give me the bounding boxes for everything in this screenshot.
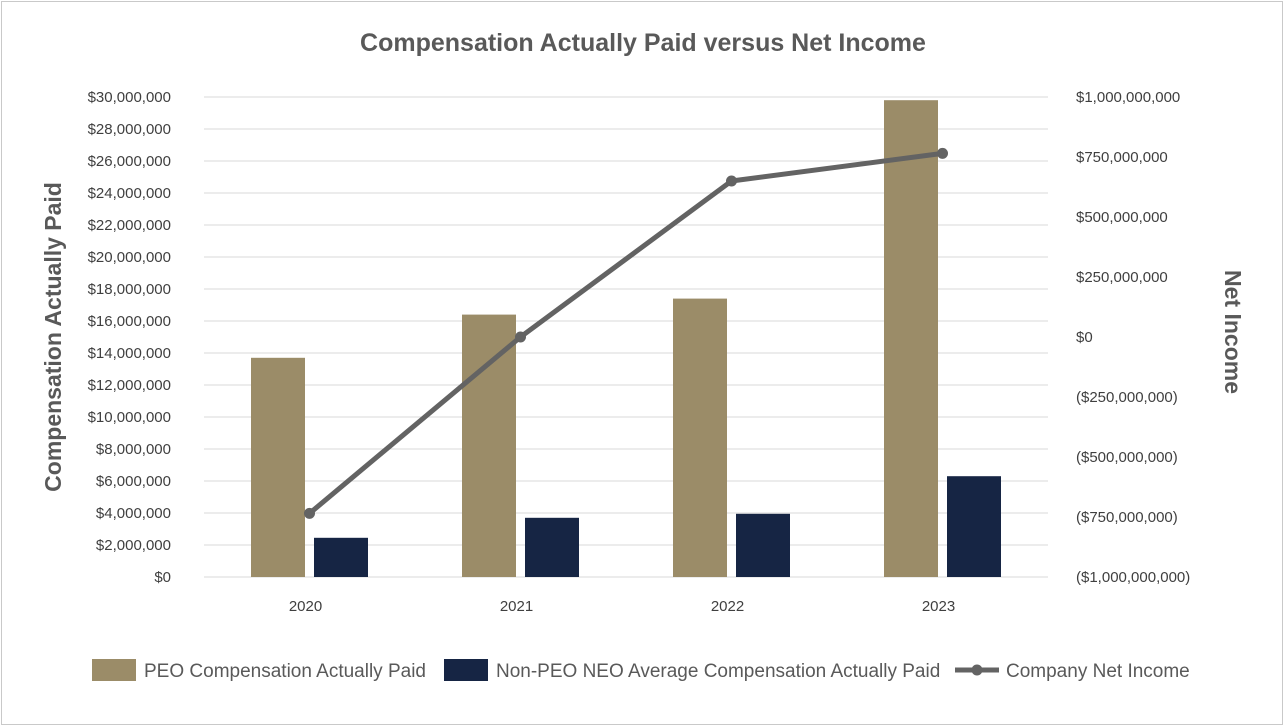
y2-tick-label: $750,000,000 [1076,149,1168,166]
bar-2023-series-2 [947,476,1001,577]
y-tick-label: $2,000,000 [96,537,171,554]
y-tick-label: $0 [154,569,171,586]
y2-tick-label: $250,000,000 [1076,269,1168,286]
x-tick-label: 2022 [711,598,744,615]
bar-2020-series-2 [314,537,368,577]
y-tick-label: $6,000,000 [96,473,171,490]
net-income-line [304,147,948,519]
y2-tick-label: ($250,000,000) [1076,389,1178,406]
bar-2021-series-1 [462,314,516,577]
x-tick-label: 2020 [289,598,322,615]
net-income-point-2022 [726,175,737,187]
y2-tick-label: ($1,000,000,000) [1076,569,1190,586]
legend-swatch-2 [444,659,488,681]
y2-tick-label: $0 [1076,329,1093,346]
y-tick-label: $18,000,000 [88,281,171,298]
y-tick-label: $10,000,000 [88,409,171,426]
bar-2022-series-2 [736,513,790,577]
y-tick-label: $12,000,000 [88,377,171,394]
x-tick-label: 2023 [922,598,955,615]
right-axis-ticks: ($1,000,000,000) ($750,000,000) ($500,000,… [1076,89,1190,586]
net-income-point-2021 [515,331,526,343]
y2-tick-label: $1,000,000,000 [1076,89,1180,106]
chart-title: Compensation Actually Paid versus Net In… [360,29,926,57]
y-tick-label: $28,000,000 [88,121,171,138]
y-tick-label: $26,000,000 [88,153,171,170]
bar-2020-series-1 [251,357,305,577]
right-axis-title: Net Income [1220,270,1246,394]
y2-tick-label: ($500,000,000) [1076,449,1178,466]
y-tick-label: $16,000,000 [88,313,171,330]
left-axis-title: Compensation Actually Paid [40,182,66,492]
x-axis-ticks: 2020 2021 2022 2023 [289,598,955,615]
bar-2021-series-2 [525,517,579,577]
y-tick-label: $30,000,000 [88,89,171,106]
legend-label-2: Non-PEO NEO Average Compensation Actuall… [496,661,940,682]
bars [251,100,1001,577]
y-tick-label: $14,000,000 [88,345,171,362]
x-tick-label: 2021 [500,598,533,615]
y-tick-label: $4,000,000 [96,505,171,522]
left-axis-ticks: $0 $2,000,000 $4,000,000 $6,000,000 $8,000,0… [88,89,171,586]
legend-label-3: Company Net Income [1006,661,1190,682]
y-tick-label: $24,000,000 [88,185,171,202]
legend-swatch-marker [971,664,983,676]
legend-swatch-1 [92,659,136,681]
y2-tick-label: ($750,000,000) [1076,509,1178,526]
net-income-polyline [307,150,945,516]
net-income-point-2020 [304,507,315,519]
legend-label-1: PEO Compensation Actually Paid [144,661,426,682]
bar-2023-series-1 [884,100,938,577]
y-tick-label: $22,000,000 [88,217,171,234]
y-tick-label: $8,000,000 [96,441,171,458]
y-tick-label: $20,000,000 [88,249,171,266]
y2-tick-label: $500,000,000 [1076,209,1168,226]
bar-2022-series-1 [673,298,727,577]
net-income-point-2023 [937,147,948,159]
legend: PEO Compensation Actually Paid Non-PEO NE… [92,659,1190,682]
